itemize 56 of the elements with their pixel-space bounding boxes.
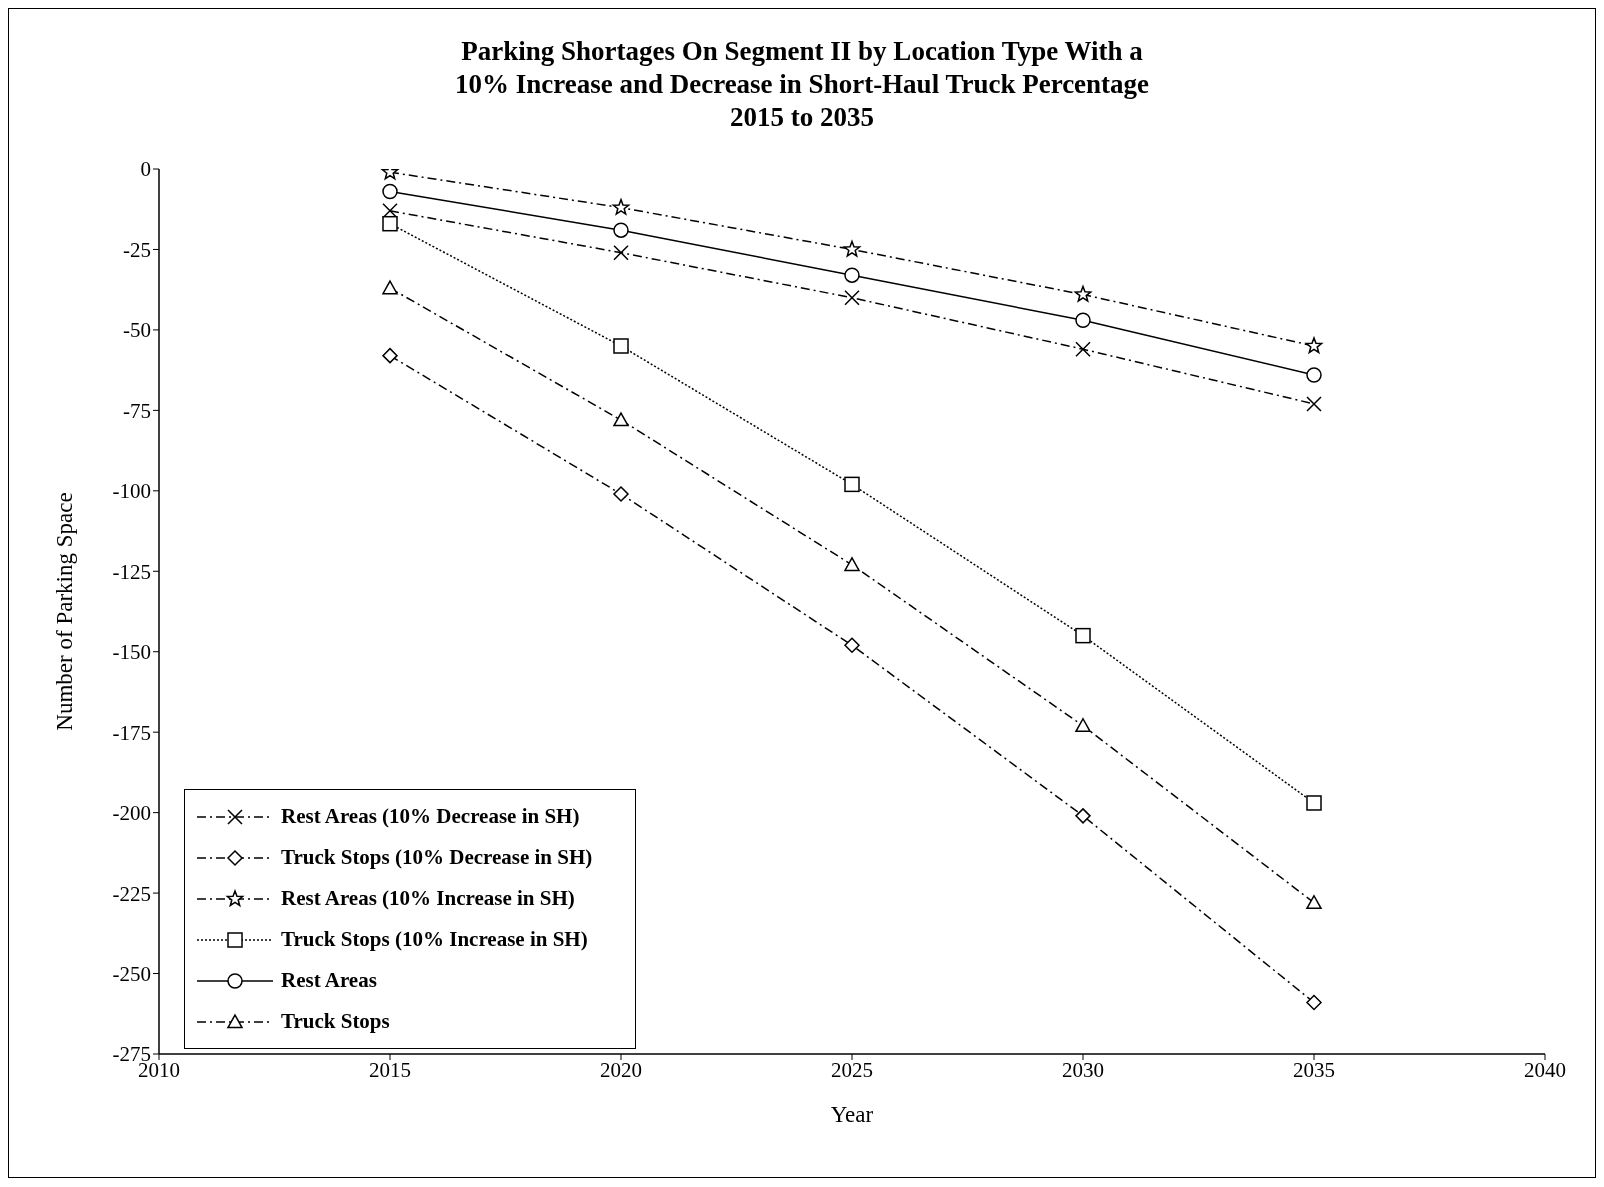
- x-tick-label: 2020: [600, 1057, 642, 1082]
- point: [1306, 367, 1322, 383]
- chart-subtitle: 2015 to 2035: [729, 101, 875, 134]
- legend-label: Truck Stops: [281, 1009, 390, 1034]
- legend-label: Rest Areas: [281, 968, 377, 993]
- y-tick-label: -225: [112, 881, 151, 906]
- y-tick-label: -150: [112, 640, 151, 665]
- point: [613, 338, 629, 354]
- point: [843, 240, 861, 257]
- y-axis-title: Number of Parking Space: [52, 492, 78, 731]
- point: [613, 412, 629, 427]
- point: [1075, 312, 1091, 329]
- point: [1075, 808, 1091, 824]
- x-tick-label: 2035: [1293, 1057, 1335, 1082]
- point: [1306, 396, 1322, 412]
- point: [613, 244, 629, 261]
- point: [844, 476, 860, 493]
- point: [382, 215, 398, 232]
- y-tick-label: -175: [112, 720, 151, 745]
- y-tick-label: 0: [140, 157, 151, 182]
- point: [1075, 627, 1091, 644]
- point: [613, 486, 629, 502]
- x-tick-label: 2025: [831, 1057, 873, 1082]
- x-tick-label: 2015: [369, 1057, 411, 1082]
- point: [382, 183, 398, 200]
- y-tick-label: -25: [123, 237, 151, 262]
- point: [844, 267, 860, 283]
- legend-label: Truck Stops (10% Increase in SH): [281, 927, 588, 952]
- point: [1306, 994, 1322, 1011]
- point: [844, 557, 860, 572]
- point: [382, 280, 398, 295]
- point: [382, 347, 398, 364]
- point: [844, 289, 860, 306]
- point: [1305, 337, 1323, 354]
- x-tick-label: 2030: [1062, 1057, 1104, 1082]
- chart-title: Parking Shortages On Segment II by Location Type With a 10% Increase and Decrease in Short-Haul Truck Percentage: [453, 35, 1151, 101]
- y-tick-label: -200: [112, 801, 151, 826]
- y-tick-label: -75: [123, 398, 151, 423]
- legend-label: Rest Areas (10% Decrease in SH): [281, 804, 580, 829]
- point: [1074, 285, 1092, 302]
- point: [612, 198, 630, 215]
- y-tick-label: -50: [123, 318, 151, 343]
- point: [844, 637, 860, 654]
- point: [1075, 718, 1091, 733]
- point: [613, 222, 629, 238]
- x-tick-label: 2040: [1524, 1057, 1566, 1082]
- y-tick-label: -100: [112, 479, 151, 504]
- legend-label: Truck Stops (10% Decrease in SH): [281, 845, 593, 870]
- y-tick-label: -250: [112, 962, 151, 986]
- point: [1306, 795, 1322, 811]
- y-tick-label: -125: [112, 559, 151, 584]
- point: [1306, 895, 1322, 910]
- point: [382, 203, 398, 219]
- x-axis-title: Year: [830, 1102, 874, 1127]
- legend-label: Rest Areas (10% Increase in SH): [281, 886, 575, 911]
- point: [1075, 341, 1091, 357]
